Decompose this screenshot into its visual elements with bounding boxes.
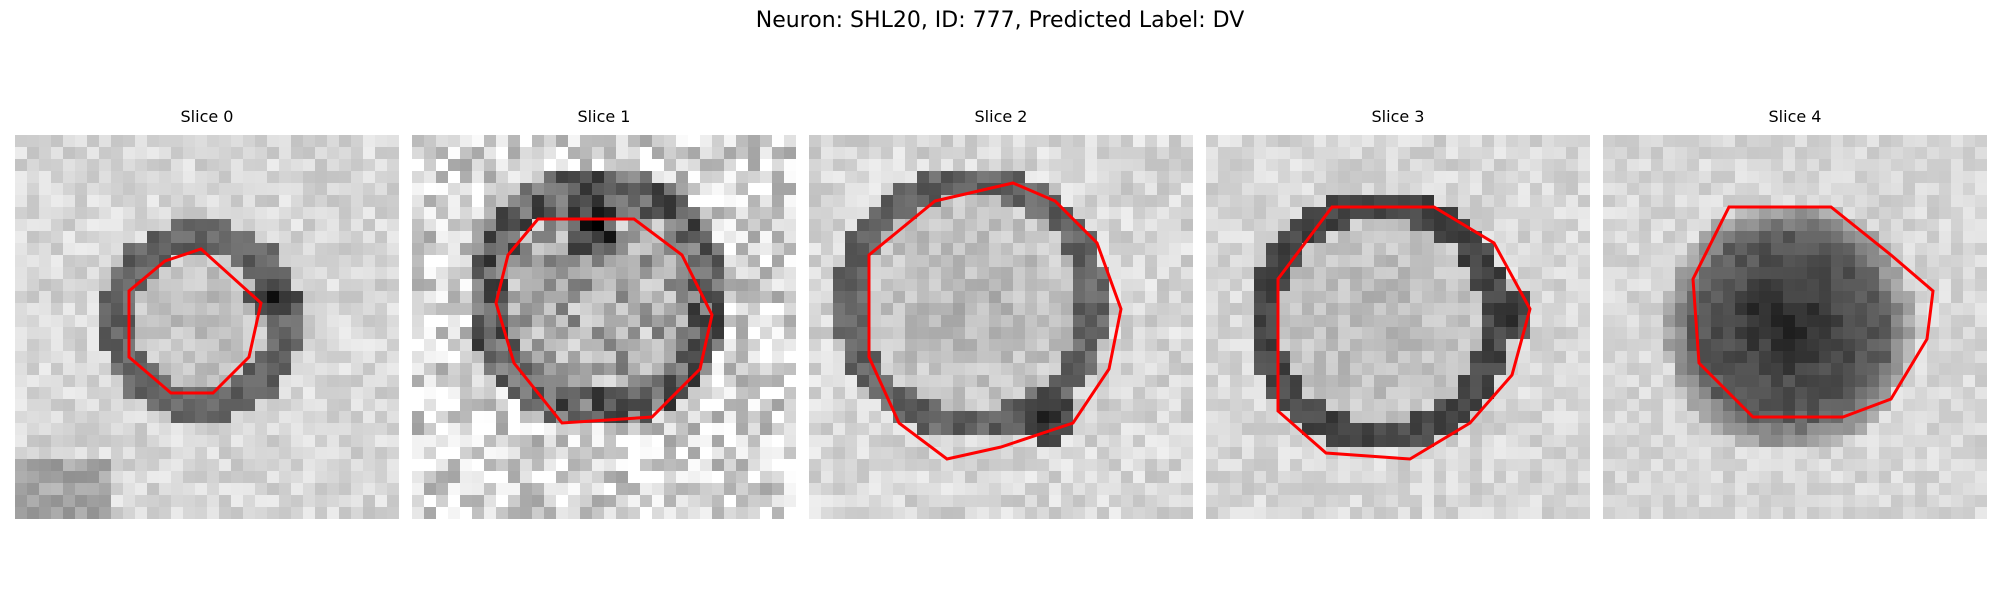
- roi-outline: [127, 247, 263, 395]
- slice-title: Slice 2: [974, 107, 1028, 126]
- slice-title: Slice 0: [180, 107, 234, 126]
- slice-panel-0: Slice 0: [15, 107, 399, 519]
- slice-image: [1603, 135, 1987, 519]
- slice-title: Slice 1: [577, 107, 631, 126]
- slice-panel-3: Slice 3: [1206, 107, 1590, 519]
- slice-panel-1: Slice 1: [412, 107, 796, 519]
- figure-title: Neuron: SHL20, ID: 777, Predicted Label:…: [755, 8, 1245, 33]
- roi-outline: [1691, 205, 1935, 419]
- slice-image: [809, 135, 1193, 519]
- slice-panel-2: Slice 2: [809, 107, 1193, 519]
- slice-image: [15, 135, 399, 519]
- slice-title: Slice 3: [1371, 107, 1425, 126]
- roi-outline: [1276, 205, 1532, 461]
- slice-title: Slice 4: [1768, 107, 1822, 126]
- slice-image: [412, 135, 796, 519]
- slice-image: [1206, 135, 1590, 519]
- roi-outline: [494, 217, 714, 425]
- slice-panel-4: Slice 4: [1603, 107, 1987, 519]
- roi-outline: [867, 181, 1123, 461]
